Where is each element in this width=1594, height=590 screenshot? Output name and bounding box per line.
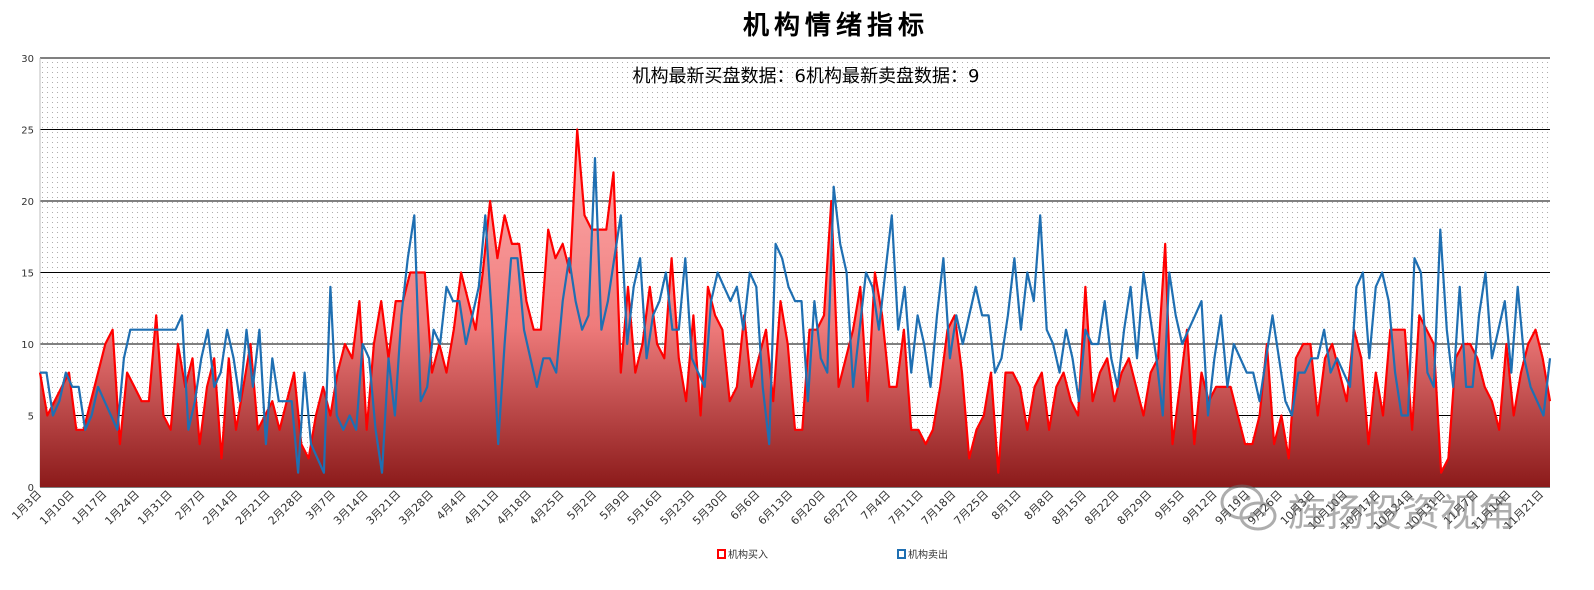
y-tick-label: 0 (28, 483, 34, 494)
chart-title: 机构情绪指标 (743, 10, 929, 41)
x-tick-label: 3月14日 (331, 488, 371, 528)
y-tick-label: 30 (21, 54, 34, 65)
x-tick-label: 2月28日 (266, 488, 306, 528)
legend-label-sell: 机构卖出 (908, 548, 948, 561)
y-tick-label: 10 (21, 340, 34, 351)
series-buy-area (40, 129, 1550, 487)
x-axis-ticks: 1月3日1月10日1月17日1月24日1月31日2月7日2月14日2月21日2月… (9, 488, 1546, 533)
y-tick-label: 20 (21, 197, 34, 208)
x-tick-label: 5月23日 (658, 488, 698, 528)
legend: 机构买入 机构卖出 (717, 548, 948, 561)
x-tick-label: 9月19日 (1213, 488, 1253, 528)
x-tick-label: 3月21日 (364, 488, 404, 528)
buy-count-value: 6 (795, 66, 806, 87)
chart-subtitle: 机构最新买盘数据：6机构最新卖盘数据：9 (633, 66, 980, 87)
x-tick-label: 5月16日 (625, 488, 665, 528)
x-tick-label: 9月26日 (1245, 488, 1285, 528)
legend-swatch-sell (897, 549, 906, 559)
x-tick-label: 2月21日 (233, 488, 273, 528)
x-tick-label: 3月28日 (396, 488, 436, 528)
x-tick-label: 8月22日 (1082, 488, 1122, 528)
x-tick-label: 8月15日 (1049, 488, 1089, 528)
x-tick-label: 1月24日 (102, 488, 142, 528)
legend-swatch-buy (717, 549, 726, 559)
x-tick-label: 8月1日 (989, 488, 1024, 523)
x-tick-label: 4月11日 (462, 488, 502, 528)
x-tick-label: 8月29日 (1115, 488, 1155, 528)
x-tick-label: 2月14日 (200, 488, 240, 528)
x-tick-label: 7月18日 (919, 488, 959, 528)
x-tick-label: 1月17日 (70, 488, 110, 528)
legend-item-buy[interactable]: 机构买入 (717, 548, 768, 561)
y-axis-ticks: 0 5 10 15 20 25 30 (21, 54, 34, 494)
legend-label-buy: 机构买入 (728, 548, 768, 561)
y-tick-label: 15 (21, 269, 34, 280)
x-tick-label: 6月13日 (756, 488, 796, 528)
x-tick-label: 6月20日 (788, 488, 828, 528)
x-tick-label: 5月30日 (690, 488, 730, 528)
series-buy-line (38, 128, 1552, 474)
buy-count-label: 机构最新买盘数据： (633, 66, 795, 87)
x-tick-label: 4月18日 (494, 488, 534, 528)
series-layer (38, 128, 1552, 487)
y-tick-label: 5 (28, 412, 34, 423)
x-tick-label: 5月2日 (565, 488, 600, 523)
x-tick-label: 7月11日 (886, 488, 926, 528)
sell-count-value: 9 (968, 66, 979, 87)
legend-item-sell[interactable]: 机构卖出 (897, 548, 948, 561)
x-tick-label: 6月27日 (821, 488, 861, 528)
x-tick-label: 1月10日 (37, 488, 77, 528)
x-tick-label: 1月31日 (135, 488, 175, 528)
x-tick-label: 9月12日 (1180, 488, 1220, 528)
sell-count-label: 机构最新卖盘数据： (806, 66, 968, 87)
y-tick-label: 25 (21, 126, 34, 137)
x-tick-label: 7月25日 (951, 488, 991, 528)
series-sell-line (40, 157, 1552, 474)
x-tick-label: 4月25日 (527, 488, 567, 528)
